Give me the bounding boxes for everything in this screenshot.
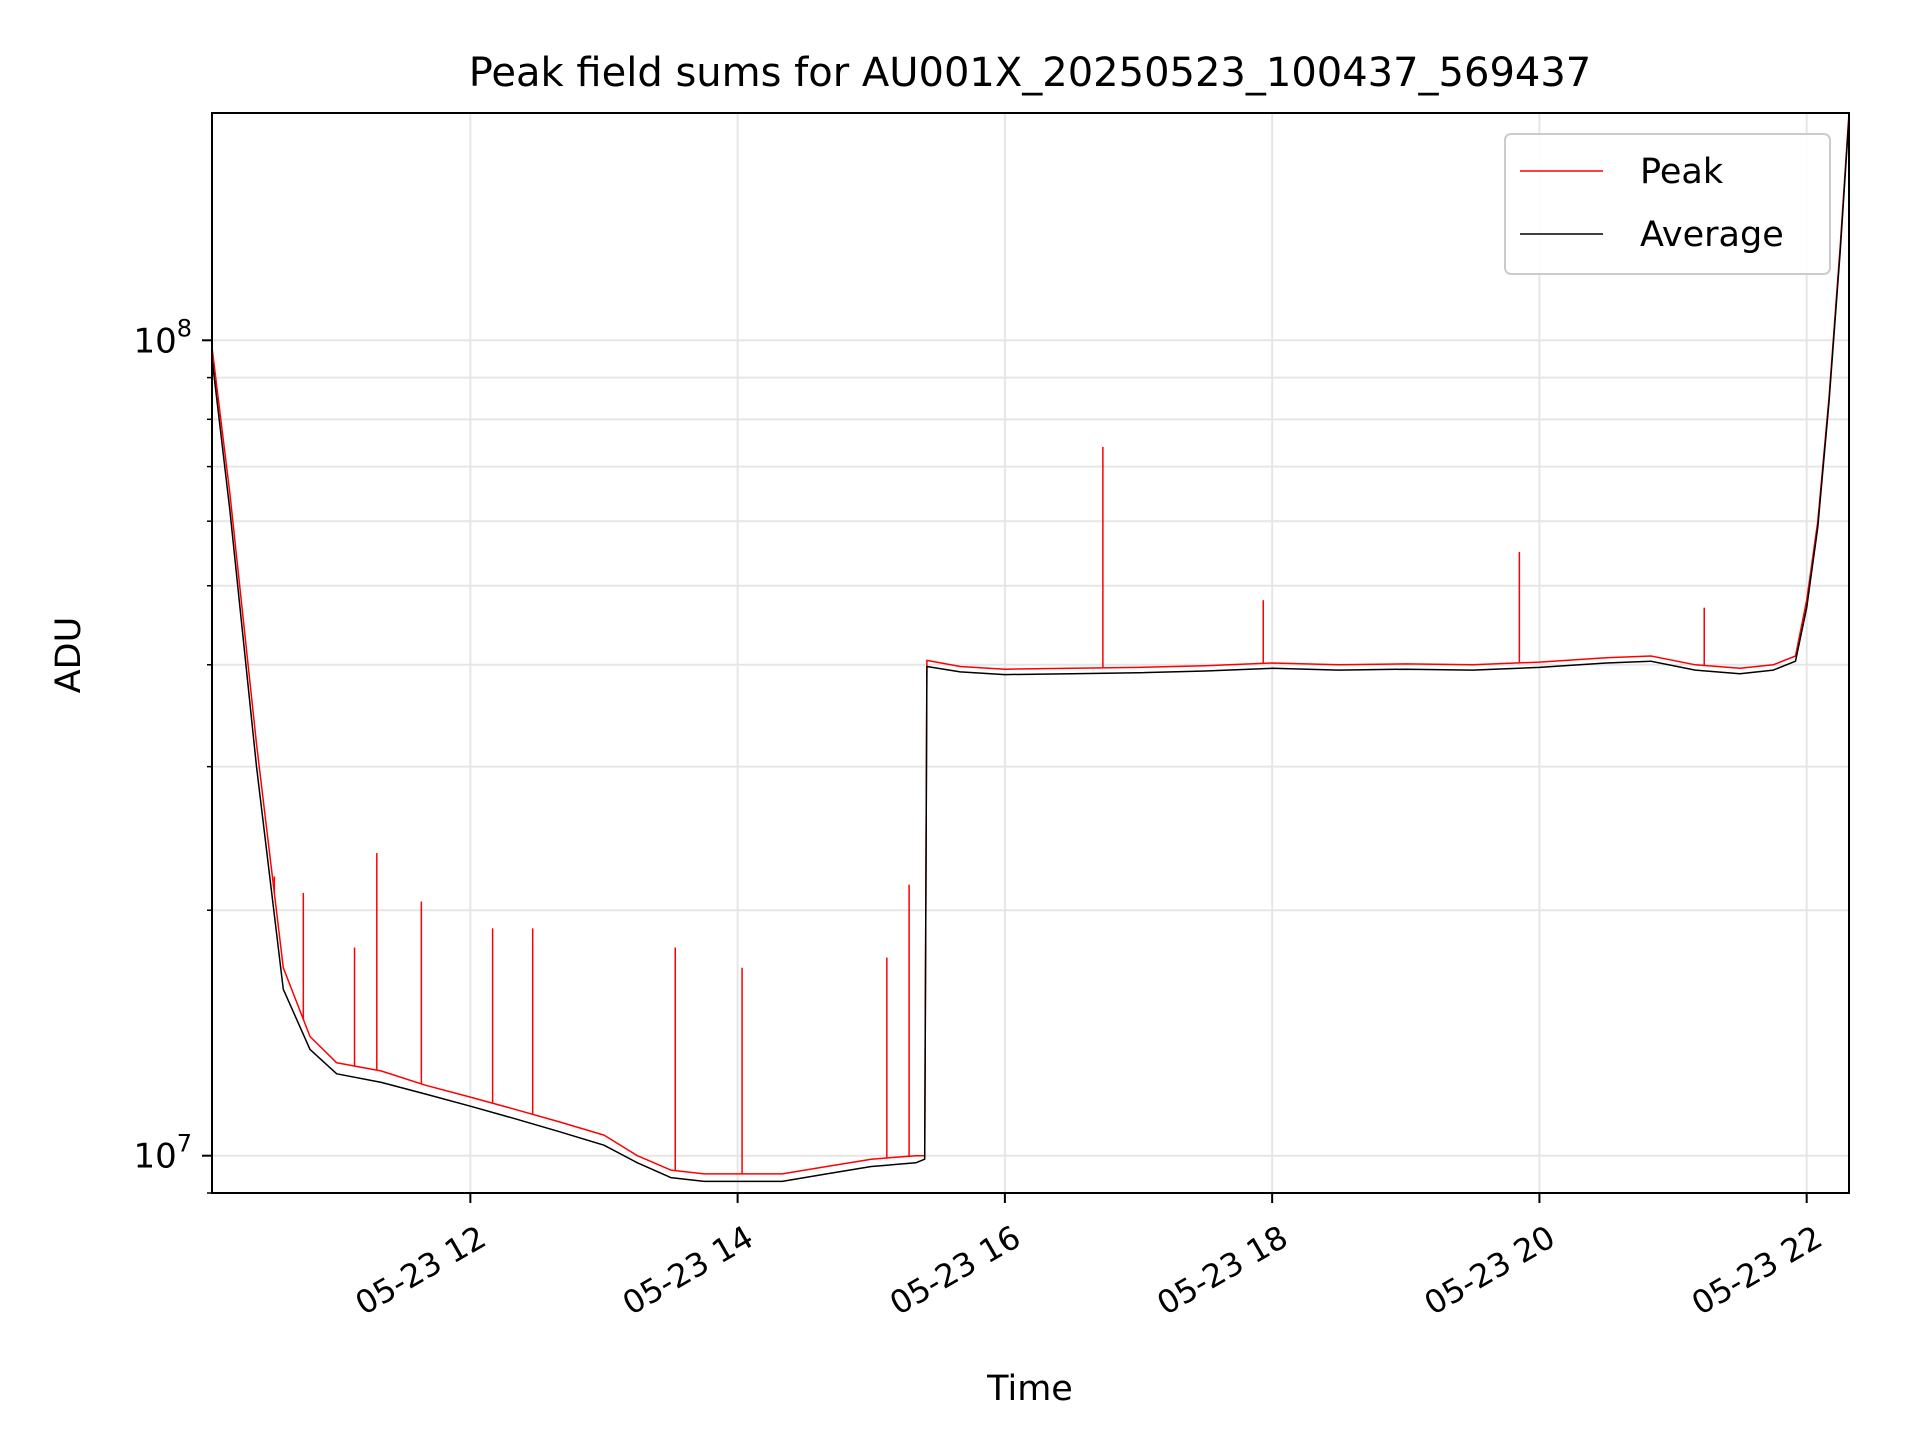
y-tick-label-base: 10 <box>133 321 176 361</box>
y-tick-label: 108 <box>133 314 192 361</box>
legend-label-average: Average <box>1640 215 1784 255</box>
y-tick-label-exponent: 8 <box>177 314 192 342</box>
series-line-average <box>211 116 1850 1183</box>
legend-box <box>1504 133 1831 275</box>
y-tick-label-base: 10 <box>133 1137 176 1177</box>
series-layer <box>211 112 1850 1183</box>
chart-title: Peak field sums for AU001X_20250523_1004… <box>469 50 1592 96</box>
plot-frame <box>211 112 1850 1194</box>
legend-label-peak: Peak <box>1640 152 1724 192</box>
y-axis-label: ADU <box>49 617 89 694</box>
x-axis-label: Time <box>986 1369 1073 1409</box>
y-tick-label-exponent: 7 <box>177 1130 192 1158</box>
series-line-peak <box>211 112 1850 1175</box>
legend: Peak Average <box>1504 133 1831 275</box>
y-tick-label: 107 <box>133 1130 192 1177</box>
